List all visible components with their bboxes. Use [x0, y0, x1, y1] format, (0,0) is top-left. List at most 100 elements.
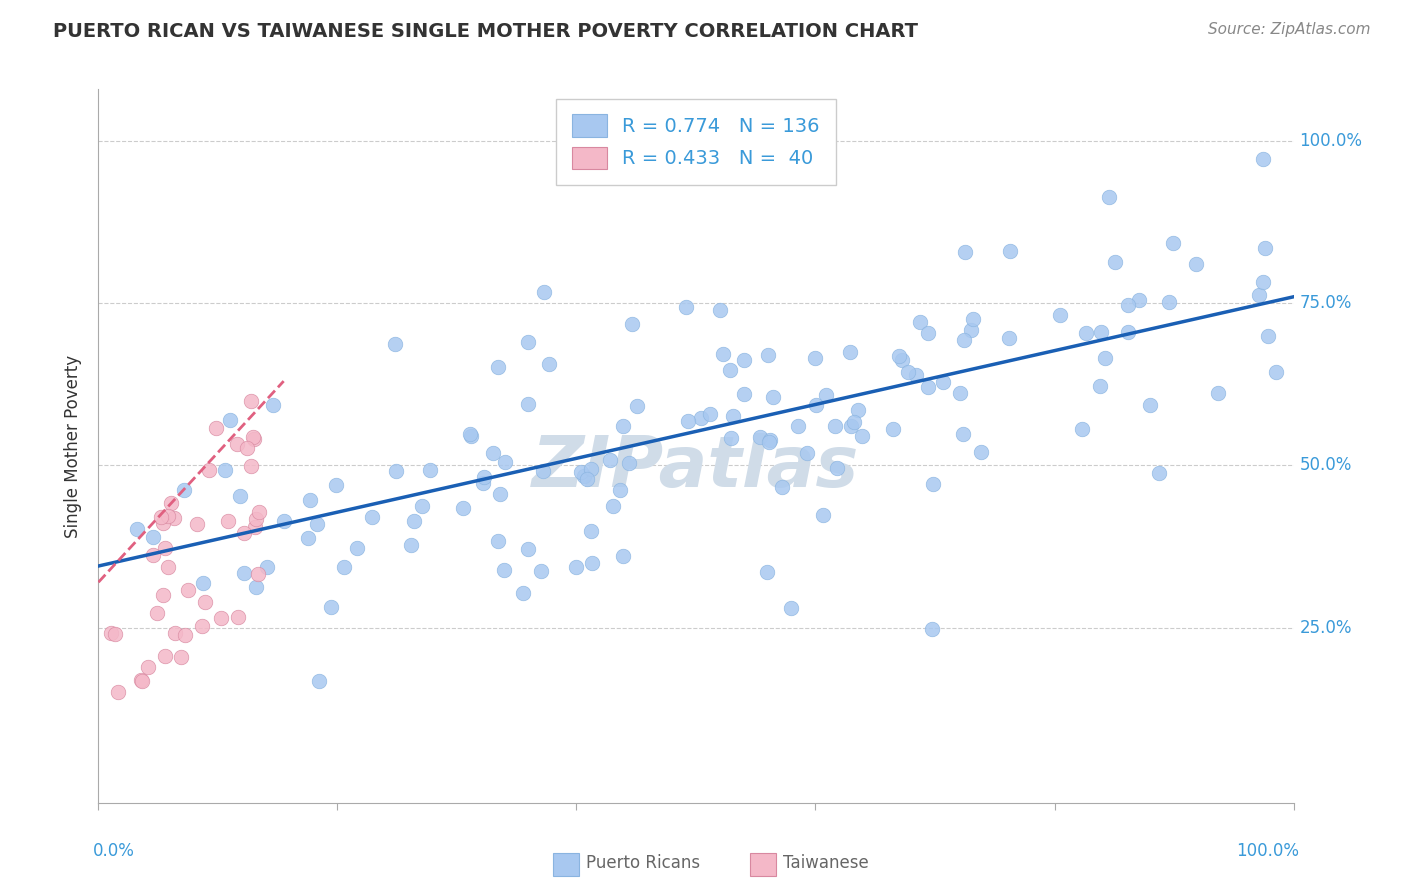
Point — [156, 508, 179, 523]
Point — [904, 368, 927, 383]
Point — [1116, 298, 1139, 312]
Point — [153, 649, 176, 664]
Point — [952, 427, 974, 442]
Point — [177, 583, 200, 598]
Point — [472, 475, 495, 490]
Point — [242, 430, 264, 444]
Point — [136, 660, 159, 674]
Point — [922, 476, 945, 491]
Point — [612, 549, 634, 563]
Point — [796, 446, 818, 460]
Point — [721, 409, 744, 424]
Point — [998, 331, 1021, 345]
Point — [787, 419, 810, 434]
Point — [297, 531, 319, 545]
Point — [711, 347, 734, 361]
Point — [815, 387, 838, 401]
Point — [402, 514, 425, 528]
Point — [305, 516, 328, 531]
Point — [249, 505, 271, 519]
Point — [917, 326, 939, 340]
Point — [579, 462, 602, 476]
Point — [917, 380, 939, 394]
Text: PUERTO RICAN VS TAIWANESE SINGLE MOTHER POVERTY CORRELATION CHART: PUERTO RICAN VS TAIWANESE SINGLE MOTHER … — [53, 22, 918, 41]
Text: Puerto Ricans: Puerto Ricans — [586, 855, 700, 872]
Point — [298, 493, 321, 508]
Point — [489, 487, 512, 501]
Point — [170, 650, 193, 665]
Point — [225, 437, 247, 451]
Point — [1265, 365, 1288, 379]
Point — [1257, 329, 1279, 343]
Point — [256, 559, 278, 574]
Point — [361, 509, 384, 524]
Point — [246, 566, 269, 581]
Point — [472, 470, 495, 484]
Point — [1049, 308, 1071, 322]
Point — [1184, 257, 1206, 271]
Point — [217, 514, 239, 528]
Point — [733, 386, 755, 401]
Point — [572, 468, 595, 483]
Text: 75.0%: 75.0% — [1299, 294, 1353, 312]
Point — [517, 397, 540, 411]
Point — [243, 433, 266, 447]
Point — [748, 430, 770, 444]
Point — [1098, 190, 1121, 204]
Point — [190, 619, 212, 633]
Point — [346, 541, 368, 555]
Point — [846, 403, 869, 417]
Legend: R = 0.774   N = 136, R = 0.433   N =  40: R = 0.774 N = 136, R = 0.433 N = 40 — [557, 99, 835, 185]
Point — [153, 541, 176, 556]
Point — [538, 357, 561, 371]
Point — [451, 500, 474, 515]
Point — [675, 300, 697, 314]
Point — [245, 520, 267, 534]
Point — [1094, 351, 1116, 365]
Point — [759, 433, 782, 447]
Point — [240, 393, 263, 408]
Point — [273, 514, 295, 528]
Point — [1157, 294, 1180, 309]
Text: 25.0%: 25.0% — [1299, 619, 1353, 637]
Text: ZIPatlas: ZIPatlas — [533, 433, 859, 502]
Point — [245, 512, 267, 526]
Point — [932, 375, 955, 389]
Point — [533, 285, 555, 300]
Point — [839, 345, 862, 359]
Point — [319, 600, 342, 615]
Point — [191, 576, 214, 591]
Point — [579, 524, 602, 538]
Point — [1149, 466, 1171, 480]
Point — [949, 385, 972, 400]
Point — [1251, 152, 1274, 166]
Point — [1161, 236, 1184, 251]
Point — [492, 563, 515, 577]
Point — [1104, 255, 1126, 269]
Point — [891, 353, 914, 368]
Point — [709, 302, 731, 317]
Point — [565, 560, 588, 574]
Point — [699, 407, 721, 421]
Point — [678, 414, 700, 428]
Point — [516, 541, 538, 556]
Point — [1128, 293, 1150, 307]
Point — [233, 566, 256, 580]
Point — [626, 399, 648, 413]
Point — [804, 351, 827, 366]
Point — [494, 455, 516, 469]
Point — [617, 457, 640, 471]
Point — [962, 312, 984, 326]
Point — [599, 453, 621, 467]
Point — [385, 464, 408, 478]
Point — [174, 628, 197, 642]
Point — [100, 626, 122, 640]
Point — [162, 511, 184, 525]
Point — [332, 560, 354, 574]
Point — [1254, 241, 1277, 255]
Point — [851, 428, 873, 442]
Point — [720, 430, 742, 444]
Point — [806, 398, 828, 412]
Point — [609, 483, 631, 497]
Point — [517, 334, 540, 349]
